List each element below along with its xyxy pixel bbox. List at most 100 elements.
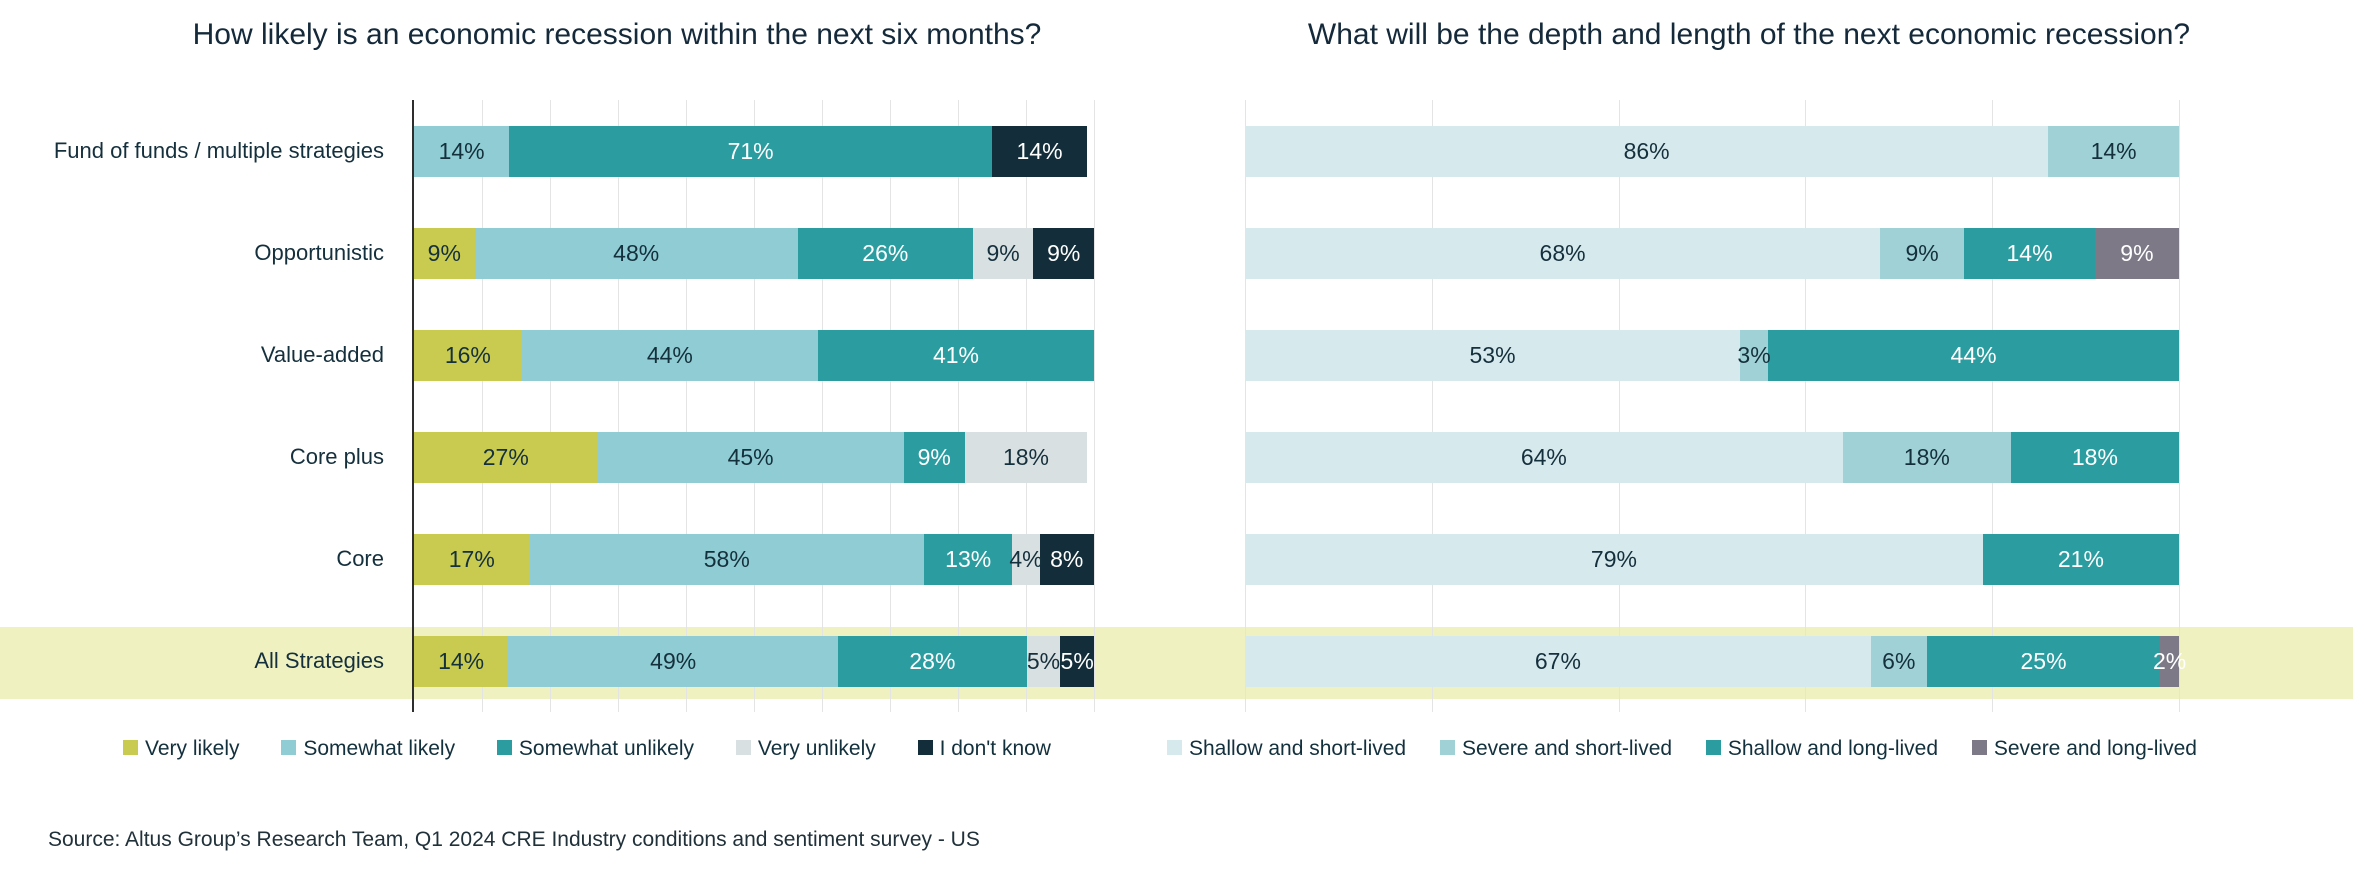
- bar-segment: 6%: [1870, 635, 1927, 687]
- gridline: [482, 100, 483, 712]
- bar-value-label: 8%: [1050, 545, 1084, 572]
- bar-row: 53% 3% 44%: [1245, 329, 2179, 381]
- gridline: [1026, 100, 1027, 712]
- bar-value-label: 18%: [1903, 443, 1950, 470]
- bar-value-label: 16%: [444, 341, 491, 368]
- bar-value-label: 14%: [2006, 239, 2053, 266]
- bar-segment: 25%: [1926, 635, 2161, 687]
- bar-segment: 2%: [2153, 635, 2186, 687]
- bar-segment: 53%: [1245, 329, 1741, 381]
- legend-item: Very likely: [123, 737, 240, 761]
- bar-segment: 17%: [414, 533, 530, 585]
- left-chart-plot: 14% 71% 14% 9% 48% 26% 9% 9% 16% 44% 41% 27% 45% 9% 18…: [412, 100, 1095, 712]
- bar-segment: 8%: [1039, 533, 1094, 585]
- bar-segment: 14%: [414, 125, 510, 177]
- bar-segment: 67%: [1245, 635, 1871, 687]
- gridline: [890, 100, 891, 712]
- legend-item: Somewhat unlikely: [496, 737, 694, 761]
- legend-swatch: [1167, 740, 1182, 755]
- bar-value-label: 45%: [727, 443, 774, 470]
- category-label: Core plus: [289, 444, 384, 469]
- gridline: [2179, 100, 2180, 712]
- bar-row: 16% 44% 41%: [414, 329, 1094, 381]
- bar-segment: 9%: [1033, 227, 1095, 279]
- bar-value-label: 17%: [448, 545, 495, 572]
- bar-value-label: 3%: [1737, 341, 1771, 368]
- bar-value-label: 53%: [1469, 341, 1516, 368]
- category-label: Value-added: [260, 342, 384, 367]
- bar-row: 14% 49% 28% 5% 5%: [414, 635, 1095, 687]
- gridline: [822, 100, 823, 712]
- legend-label: Very unlikely: [757, 737, 876, 760]
- category-label: Core: [336, 546, 384, 571]
- bar-value-label: 44%: [646, 341, 693, 368]
- bar-value-label: 27%: [482, 443, 529, 470]
- legend-swatch: [917, 740, 933, 755]
- bar-row: 86% 14%: [1245, 125, 2179, 177]
- legend-label: Shallow and short-lived: [1189, 737, 1407, 760]
- legend-item: Shallow and short-lived: [1167, 737, 1406, 761]
- gridline: [1094, 100, 1095, 712]
- legend-label: Somewhat likely: [303, 737, 456, 760]
- bar-segment: 5%: [1026, 635, 1061, 687]
- source-note: Source: Altus Group’s Research Team, Q1 …: [48, 828, 980, 851]
- bar-value-label: 9%: [917, 443, 951, 470]
- bar-value-label: 41%: [932, 341, 979, 368]
- bar-segment: 18%: [1842, 431, 2011, 483]
- bar-value-label: 71%: [727, 137, 774, 164]
- gridline: [754, 100, 755, 712]
- bar-segment: 71%: [509, 125, 992, 177]
- bar-value-label: 64%: [1520, 443, 1567, 470]
- gridline: [1618, 100, 1620, 712]
- legend-swatch: [1439, 740, 1455, 755]
- bar-row: 14% 71% 14%: [414, 125, 1094, 177]
- bar-value-label: 48%: [613, 239, 660, 266]
- bar-value-label: 13%: [945, 545, 992, 572]
- bar-segment: 86%: [1245, 125, 2049, 177]
- bar-segment: 49%: [508, 635, 839, 687]
- bar-segment: 9%: [1880, 227, 1965, 279]
- bar-value-label: 26%: [862, 239, 909, 266]
- bar-row: 68% 9% 14% 9%: [1245, 227, 2179, 279]
- bar-value-label: 18%: [1002, 443, 1049, 470]
- bar-value-label: 49%: [650, 647, 697, 674]
- bar-value-label: 9%: [2120, 239, 2154, 266]
- bar-segment: 64%: [1245, 431, 1843, 483]
- bar-segment: 14%: [1964, 227, 2095, 279]
- bar-value-label: 5%: [1026, 647, 1061, 674]
- legend-swatch: [735, 740, 751, 755]
- bar-segment: 18%: [2010, 431, 2179, 483]
- bar-row: 27% 45% 9% 18%: [414, 431, 1094, 483]
- bar-segment: 44%: [521, 329, 818, 381]
- legend-item: Shallow and long-lived: [1705, 737, 1938, 761]
- bar-segment: 9%: [903, 431, 965, 483]
- legend-label: Very likely: [145, 737, 240, 760]
- legend-label: Severe and short-lived: [1461, 737, 1673, 760]
- bar-segment: 26%: [797, 227, 973, 279]
- legend-swatch: [496, 740, 512, 755]
- legend-swatch: [1705, 740, 1721, 755]
- bar-value-label: 6%: [1882, 647, 1916, 674]
- bar-row: 9% 48% 26% 9% 9%: [414, 227, 1095, 279]
- legend-swatch: [1971, 740, 1987, 755]
- bar-segment: 4%: [1009, 533, 1043, 585]
- category-labels-column: Fund of funds / multiple strategies Oppor…: [0, 100, 398, 712]
- bar-segment: 14%: [2048, 125, 2179, 177]
- bar-segment: 13%: [923, 533, 1013, 585]
- legend-label: I don't know: [939, 737, 1051, 760]
- bar-value-label: 2%: [2153, 647, 2187, 674]
- bar-value-label: 4%: [1009, 545, 1043, 572]
- gridline: [1431, 100, 1433, 712]
- bar-segment: 68%: [1245, 227, 1881, 279]
- bar-segment: 79%: [1245, 533, 1983, 585]
- bar-value-label: 14%: [438, 137, 485, 164]
- legend-swatch: [281, 740, 297, 755]
- bar-value-label: 25%: [2020, 647, 2067, 674]
- bar-segment: 3%: [1737, 329, 1771, 381]
- left-chart-legend: Very likely Somewhat likely Somewhat unlik…: [123, 737, 1051, 761]
- bar-value-label: 14%: [2090, 137, 2137, 164]
- bar-row: 64% 18% 18%: [1245, 431, 2179, 483]
- legend-item: Severe and long-lived: [1971, 737, 2197, 761]
- bar-segment: 9%: [2094, 227, 2179, 279]
